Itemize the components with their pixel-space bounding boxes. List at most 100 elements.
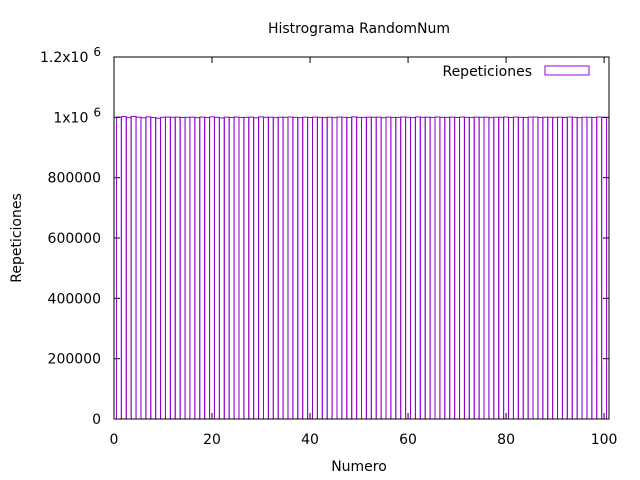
histogram-bar xyxy=(253,117,260,420)
legend: Repeticiones xyxy=(442,64,590,80)
histogram-bar xyxy=(356,116,363,420)
histogram-bar xyxy=(493,116,500,420)
histogram-bar xyxy=(400,116,407,420)
x-axis-label: Numero xyxy=(331,459,387,475)
histogram-bar xyxy=(483,116,490,420)
histogram-bar xyxy=(498,116,505,420)
histogram-bar xyxy=(282,116,289,420)
histogram-bar xyxy=(145,116,152,420)
histogram-bar xyxy=(434,116,441,420)
histogram-bar xyxy=(150,116,157,420)
histogram-bar xyxy=(424,116,431,420)
histogram-bar xyxy=(478,116,485,420)
histogram-bar xyxy=(576,117,583,420)
histogram-bar xyxy=(316,116,323,420)
histogram-bar xyxy=(429,116,436,420)
histogram-bar xyxy=(262,116,269,420)
histogram-bar xyxy=(454,116,461,420)
histogram-bar xyxy=(184,116,191,420)
histogram-bar xyxy=(228,116,235,420)
histogram-bar xyxy=(449,116,456,420)
histogram-bar xyxy=(561,116,568,420)
histogram-bar xyxy=(463,116,470,420)
histogram-bar xyxy=(302,116,309,420)
axes-layer: 0 200000 400000 600000 800000 1x10 6 1.2x10 6 0 20… xyxy=(40,45,617,448)
histogram-bar xyxy=(517,116,524,420)
histogram-bar xyxy=(174,116,181,420)
histogram-bar xyxy=(512,116,519,420)
histogram-bar xyxy=(508,116,514,420)
histogram-bar xyxy=(542,116,549,420)
x-tick-label: 40 xyxy=(301,432,319,448)
legend-swatch xyxy=(544,65,590,76)
histogram-bar xyxy=(135,116,142,420)
x-tick-label: 100 xyxy=(591,432,618,448)
histogram-bar xyxy=(390,116,397,420)
histogram-bar xyxy=(552,116,559,420)
histogram-bar xyxy=(444,116,451,420)
histogram-bar xyxy=(277,116,284,420)
y-tick-label: 800000 xyxy=(48,171,101,187)
histogram-bar xyxy=(258,116,264,420)
histogram-bar xyxy=(140,117,147,420)
histogram-bar xyxy=(130,115,137,420)
histogram-bar xyxy=(292,116,299,420)
histogram-bar xyxy=(341,116,348,420)
histogram-bar xyxy=(419,116,426,420)
histogram-bar xyxy=(238,116,245,420)
histogram-bar xyxy=(370,116,377,420)
histogram-bar xyxy=(375,116,382,420)
chart-title: Histrograma RandomNum xyxy=(268,21,450,37)
histogram-bar xyxy=(307,116,313,420)
histogram-bar xyxy=(468,116,475,420)
histogram-bar xyxy=(243,116,250,420)
histogram-bar xyxy=(120,116,127,420)
x-tick-label: 80 xyxy=(497,432,515,448)
y-tick-label: 600000 xyxy=(48,231,101,247)
histogram-bar xyxy=(233,116,240,420)
histogram-bar xyxy=(522,116,529,420)
histogram-bar xyxy=(287,116,294,420)
histogram-bar xyxy=(581,116,588,420)
y-tick-label: 1.2x10 6 xyxy=(40,45,101,66)
histogram-bar xyxy=(336,116,343,420)
histogram-bar xyxy=(566,116,573,420)
histogram-bar xyxy=(297,117,304,420)
y-tick-label: 0 xyxy=(92,412,101,428)
histogram-bar xyxy=(321,117,328,420)
y-tick-label: 200000 xyxy=(48,352,101,368)
histogram-bar xyxy=(601,116,608,420)
histogram-bar xyxy=(164,116,171,420)
histogram-bar xyxy=(346,116,353,420)
histogram-bar xyxy=(365,116,372,420)
histogram-bar xyxy=(179,116,186,420)
histogram-bar xyxy=(361,116,367,420)
y-axis-label: Repeticiones xyxy=(9,193,25,283)
histogram-bar xyxy=(532,116,539,420)
histogram-bar xyxy=(311,116,318,420)
histogram-bar xyxy=(547,116,554,420)
histogram-bar xyxy=(527,116,534,420)
bars-layer xyxy=(115,115,608,420)
histogram-bar xyxy=(591,116,598,420)
y-tick-label: 1x10 6 xyxy=(53,105,101,126)
histogram-bar xyxy=(385,116,392,420)
histogram-bar xyxy=(125,117,132,420)
histogram-bar xyxy=(189,116,196,420)
histogram-bar xyxy=(439,116,446,420)
x-tick-label: 0 xyxy=(110,432,119,448)
histogram-bar xyxy=(267,116,274,420)
histogram-bar xyxy=(351,116,358,420)
histogram-bar xyxy=(248,116,255,420)
histogram-bar xyxy=(488,117,495,420)
histogram-bar xyxy=(414,116,421,420)
histogram-bar xyxy=(596,116,603,420)
histogram-bar xyxy=(326,116,333,420)
histogram-bar xyxy=(155,117,162,420)
histogram-bar xyxy=(586,116,593,420)
histogram-bar xyxy=(395,116,402,420)
histogram-bar xyxy=(557,116,563,420)
histogram-bar xyxy=(571,116,578,420)
